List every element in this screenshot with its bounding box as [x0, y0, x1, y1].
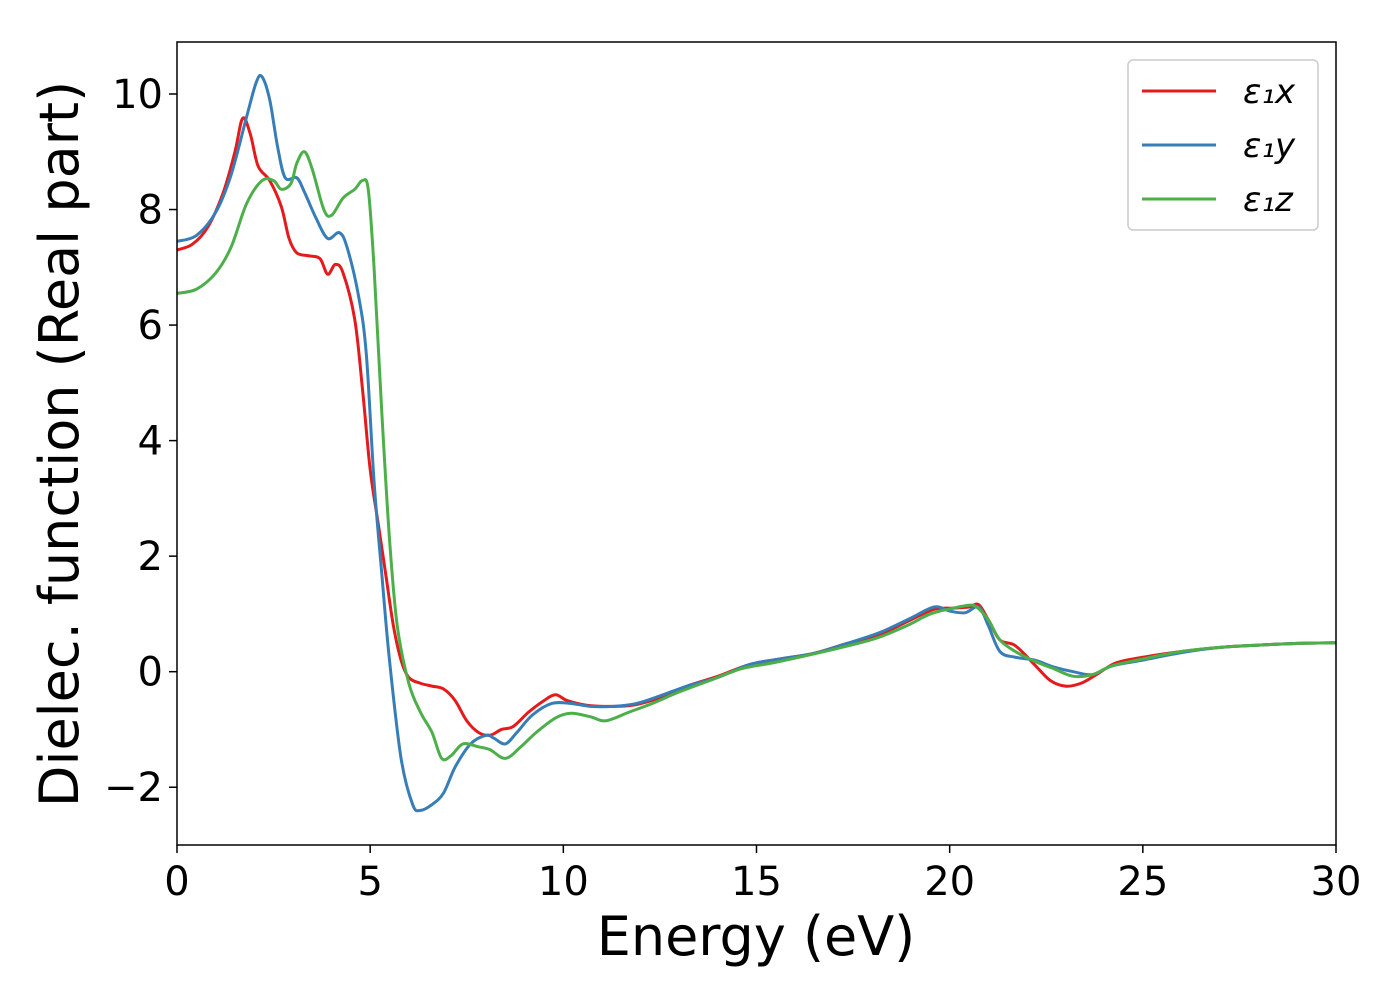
x-tick-label: 10	[538, 859, 589, 905]
y-axis-label: Dielec. function (Real part)	[28, 81, 91, 807]
x-tick-label: 20	[924, 859, 975, 905]
x-axis-label: Energy (eV)	[597, 905, 916, 968]
y-tick-label: 4	[138, 419, 163, 465]
series-layer	[177, 73, 1336, 813]
y-tick-label: 6	[138, 303, 163, 349]
y-tick-label: 0	[138, 650, 163, 696]
x-tick-label: 25	[1117, 859, 1168, 905]
y-tick-label: 8	[138, 188, 163, 234]
series-line-2	[177, 73, 1336, 813]
x-tick-label: 0	[164, 859, 189, 905]
legend-frame	[1127, 59, 1319, 231]
x-tick-label: 5	[357, 859, 382, 905]
y-tick-label: 10	[112, 72, 163, 118]
x-tick-label: 15	[731, 859, 782, 905]
y-tick-label: −2	[104, 765, 163, 811]
legend-label-2: ε₁y	[1243, 126, 1296, 166]
legend: ε₁x ε₁y ε₁z	[1127, 59, 1319, 231]
series-line-3	[177, 150, 1336, 762]
y-tick-label: 2	[138, 534, 163, 580]
x-tick-label: 30	[1311, 859, 1362, 905]
legend-label-3: ε₁z	[1243, 180, 1294, 220]
x-axis-ticks: 0 5 10 15 20 25 30	[164, 845, 1361, 905]
y-axis-ticks: −2 0 2 4 6 8 10	[104, 72, 177, 811]
legend-label-1: ε₁x	[1243, 72, 1296, 112]
